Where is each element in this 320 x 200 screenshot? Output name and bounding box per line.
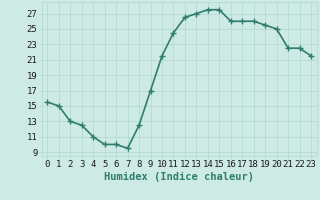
X-axis label: Humidex (Indice chaleur): Humidex (Indice chaleur) xyxy=(104,172,254,182)
